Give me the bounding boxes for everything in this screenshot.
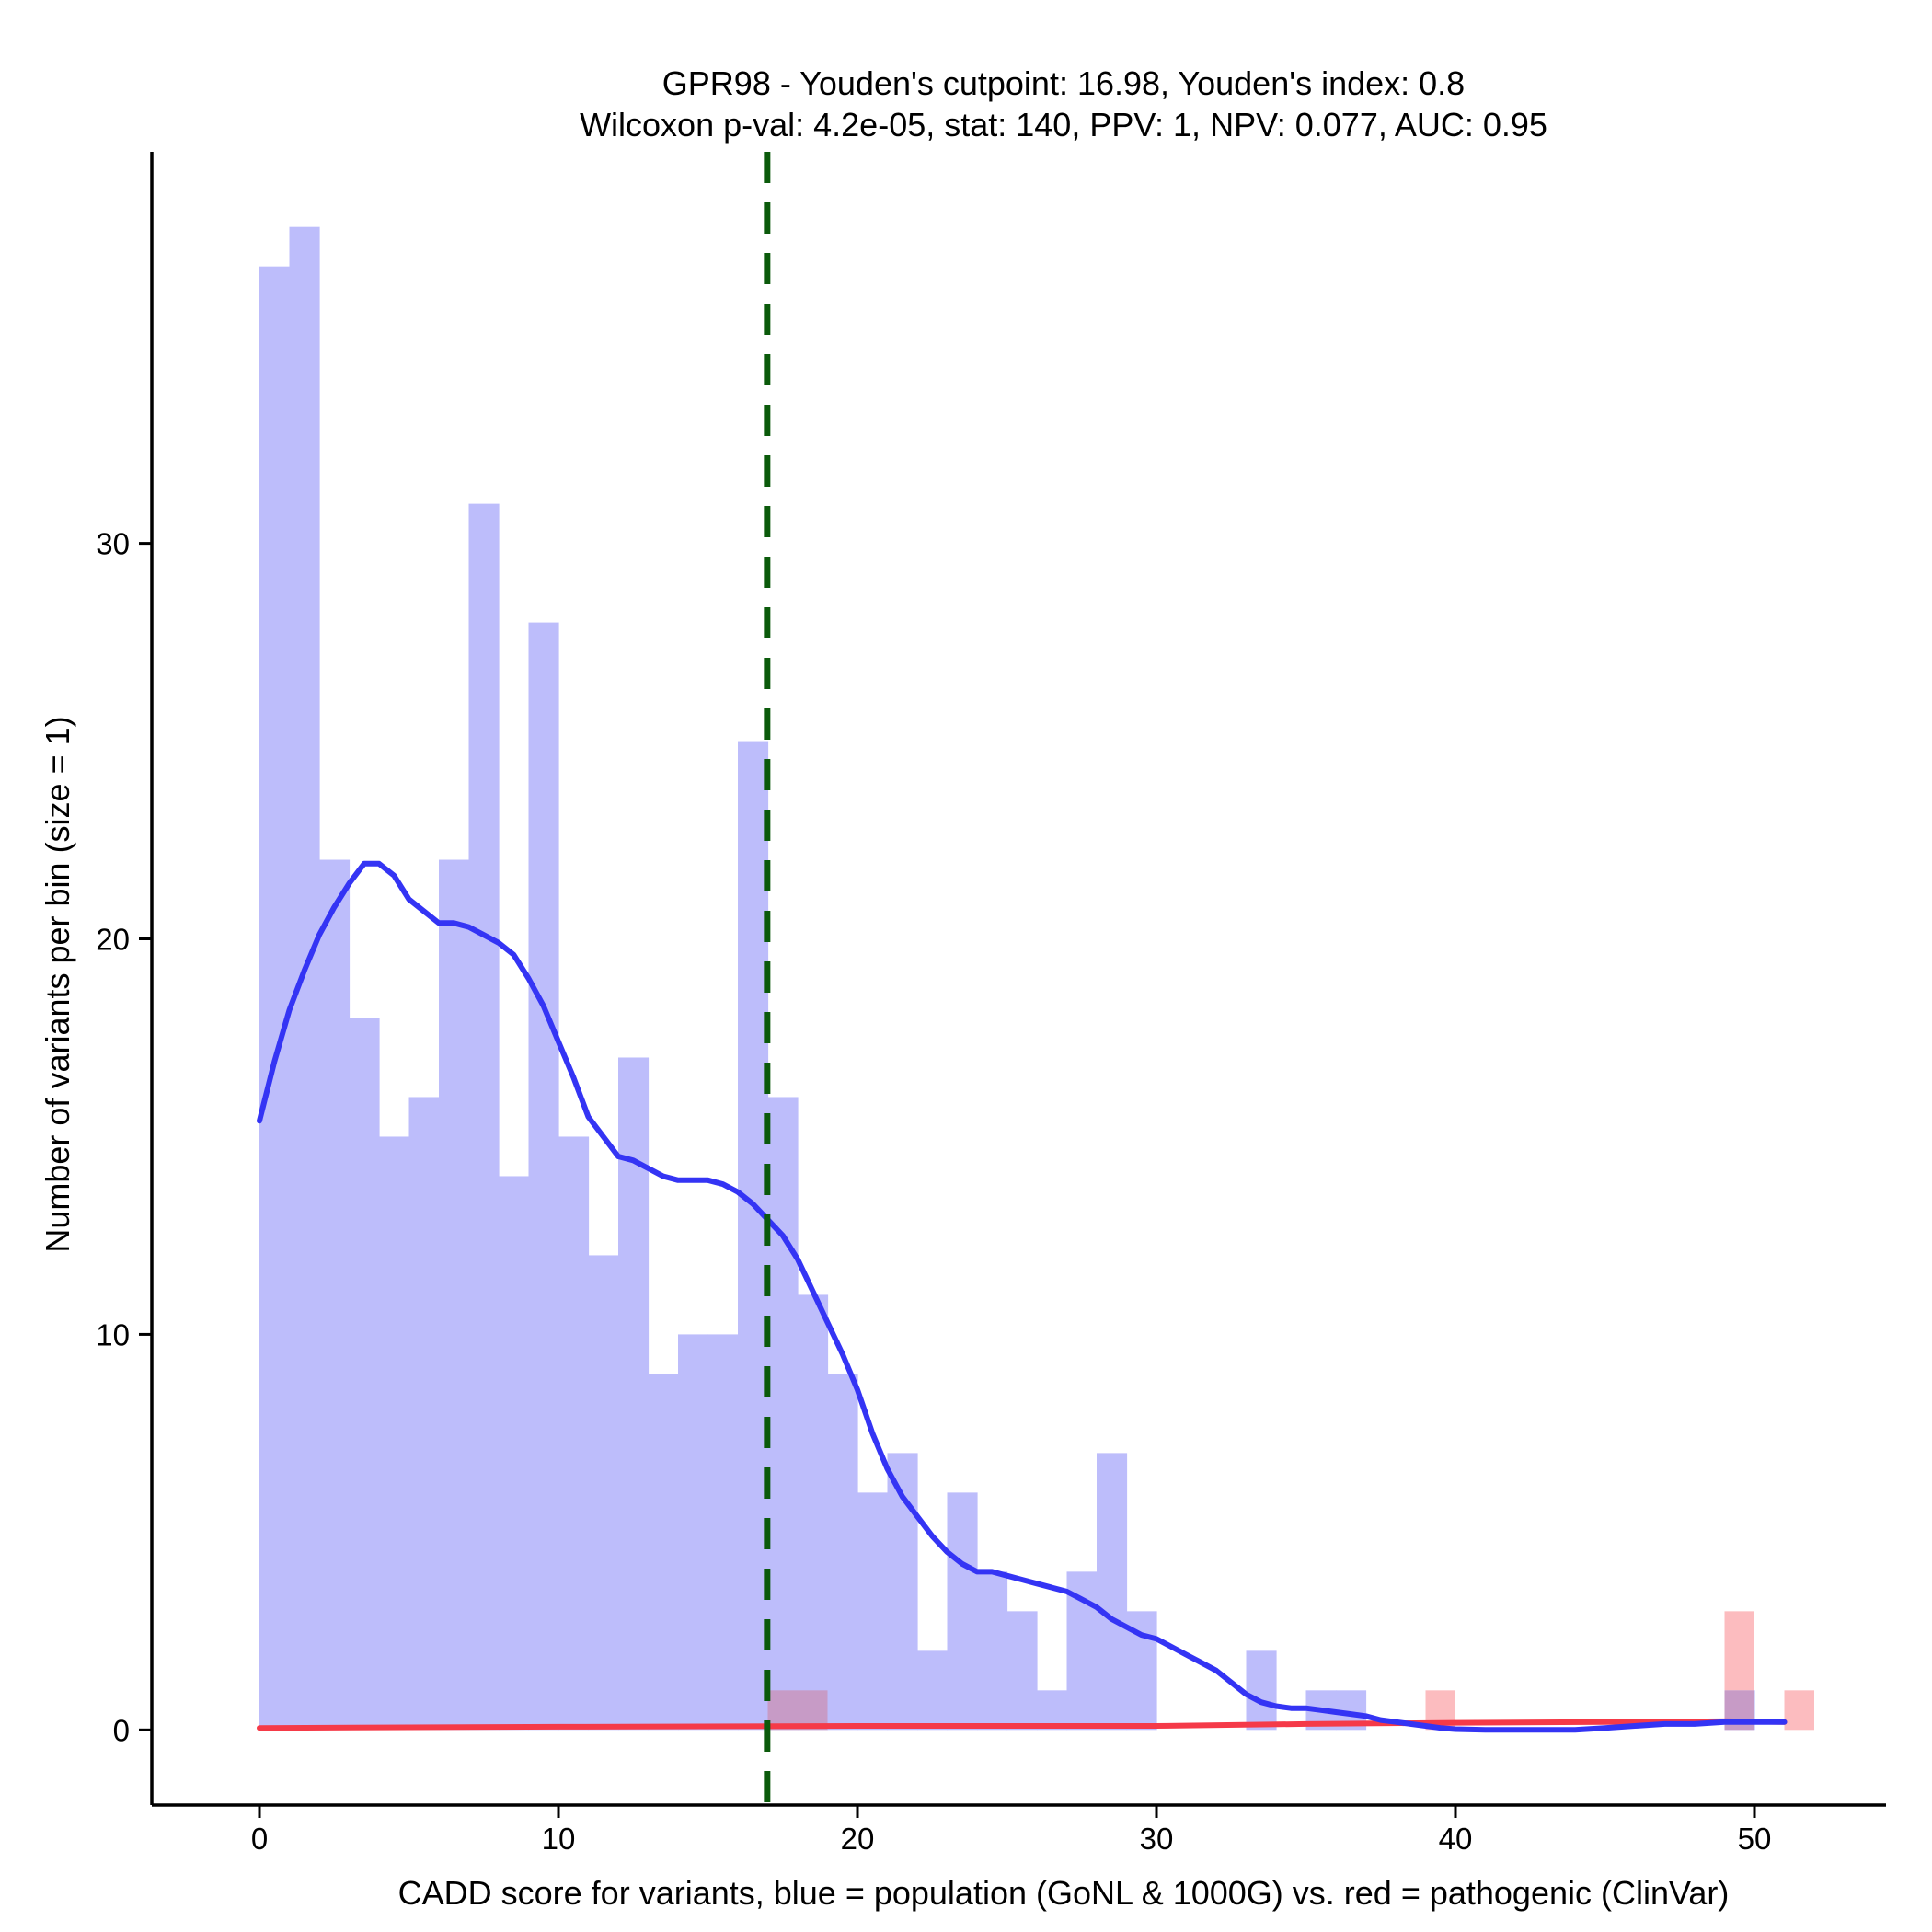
population-bar-bin-1 (289, 226, 320, 1731)
population-bar-bin-16 (738, 741, 769, 1731)
chart-title-line2: Wilcoxon p-val: 4.2e-05, stat: 140, PPV:… (580, 106, 1547, 144)
pathogenic-bar-bin-49 (1724, 1611, 1754, 1691)
population-bar-bin-14 (678, 1334, 709, 1731)
population-bars (259, 226, 1755, 1731)
x-tick-label: 0 (251, 1822, 268, 1856)
population-bar-bin-9 (528, 622, 559, 1731)
population-bar-bin-13 (648, 1374, 679, 1731)
population-bar-bin-25 (1006, 1611, 1038, 1731)
x-tick-label: 10 (542, 1822, 576, 1856)
population-bar-bin-20 (857, 1492, 889, 1731)
pathogenic-bar-bin-51 (1784, 1690, 1814, 1731)
population-bar-bin-19 (827, 1374, 858, 1731)
x-tick-label: 30 (1140, 1822, 1174, 1856)
population-bar-bin-33 (1246, 1650, 1277, 1731)
population-bar-bin-24 (977, 1571, 1008, 1731)
y-tick-label: 10 (96, 1317, 130, 1351)
population-bar-bin-5 (408, 1097, 440, 1731)
population-bar-bin-0 (259, 266, 291, 1731)
population-bar-bin-18 (798, 1294, 829, 1731)
population-bar-bin-11 (588, 1255, 619, 1731)
x-tick-label: 20 (841, 1822, 875, 1856)
density-curves (257, 860, 1788, 1733)
population-bar-bin-17 (767, 1097, 799, 1731)
population-bar-bin-4 (379, 1136, 410, 1731)
x-tick-label: 40 (1439, 1822, 1473, 1856)
x-axis-label: CADD score for variants, blue = populati… (398, 1874, 1730, 1912)
chart-title-line1: GPR98 - Youden's cutpoint: 16.98, Youden… (662, 64, 1465, 102)
population-bar-bin-22 (917, 1650, 949, 1731)
population-bar-bin-23 (947, 1492, 978, 1731)
population-bar-bin-8 (499, 1176, 530, 1731)
population-bar-bin-28 (1097, 1453, 1128, 1731)
axes: 0 10 20 30 40 50 0 10 20 30 (96, 152, 1886, 1856)
population-bar-bin-2 (319, 859, 351, 1731)
x-tick-label: 50 (1738, 1822, 1772, 1856)
population-bar-bin-6 (439, 859, 470, 1731)
population-bar-bin-12 (618, 1057, 650, 1731)
population-bar-bin-3 (349, 1018, 380, 1731)
population-bar-bin-7 (468, 503, 500, 1731)
y-tick-label: 0 (113, 1713, 130, 1747)
overlap-bar-bin-17 (767, 1690, 798, 1731)
y-axis-label: Number of variants per bin (size = 1) (39, 716, 76, 1252)
population-bar-bin-10 (558, 1136, 590, 1731)
y-tick-label: 20 (96, 923, 130, 957)
population-density-line (257, 860, 1788, 1733)
population-bar-bin-15 (707, 1334, 739, 1731)
y-tick-label: 30 (96, 527, 130, 561)
